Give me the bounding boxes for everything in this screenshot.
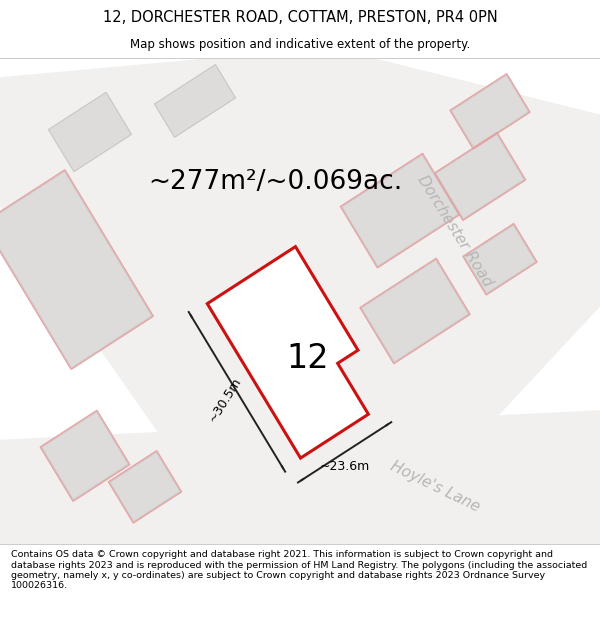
Polygon shape <box>41 412 128 500</box>
Text: ~30.5m: ~30.5m <box>206 374 244 424</box>
Text: Dorchester Road: Dorchester Road <box>415 173 496 289</box>
Text: Contains OS data © Crown copyright and database right 2021. This information is : Contains OS data © Crown copyright and d… <box>11 550 587 591</box>
Polygon shape <box>49 92 131 172</box>
Polygon shape <box>207 247 368 458</box>
Text: 12: 12 <box>286 342 329 375</box>
Text: Hoyle's Lane: Hoyle's Lane <box>388 459 482 515</box>
Text: 12, DORCHESTER ROAD, COTTAM, PRESTON, PR4 0PN: 12, DORCHESTER ROAD, COTTAM, PRESTON, PR… <box>103 10 497 25</box>
Polygon shape <box>361 259 469 362</box>
Polygon shape <box>0 409 600 564</box>
Text: ~23.6m: ~23.6m <box>320 460 370 473</box>
Polygon shape <box>342 155 458 266</box>
Polygon shape <box>0 171 152 368</box>
Polygon shape <box>436 134 524 219</box>
Polygon shape <box>154 64 236 138</box>
Polygon shape <box>110 452 180 522</box>
Polygon shape <box>0 47 600 564</box>
Polygon shape <box>451 75 529 148</box>
Polygon shape <box>464 225 536 294</box>
Text: ~277m²/~0.069ac.: ~277m²/~0.069ac. <box>148 169 402 194</box>
Text: Map shows position and indicative extent of the property.: Map shows position and indicative extent… <box>130 38 470 51</box>
